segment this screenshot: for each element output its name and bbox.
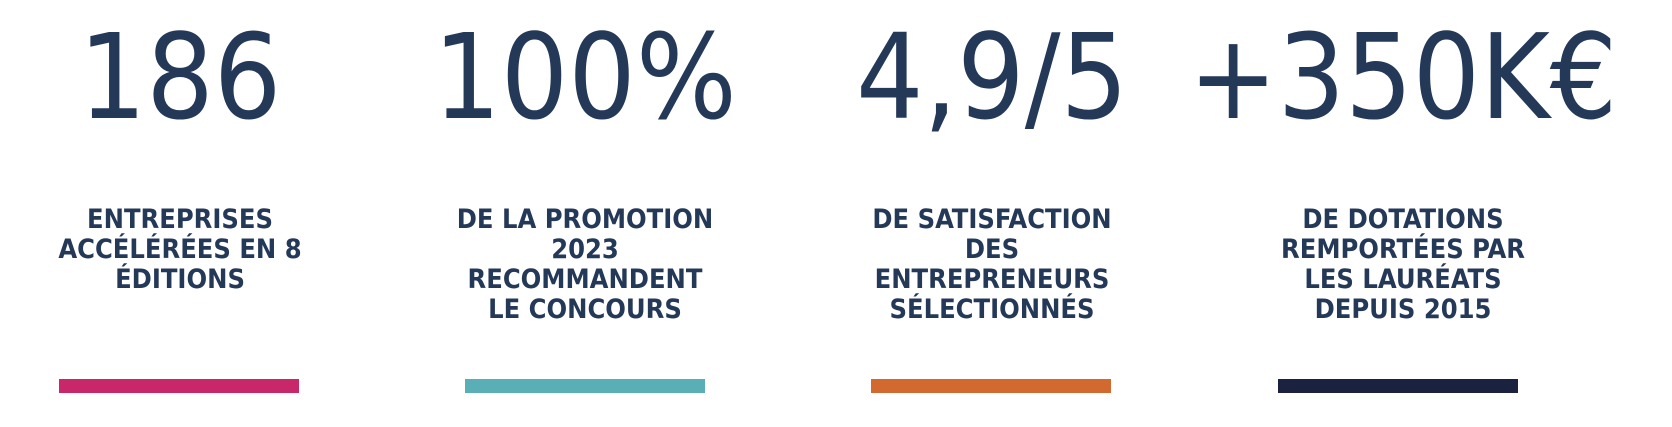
stat-label: DE SATISFACTION bbox=[872, 204, 1111, 235]
stat-label: ENTREPRISES bbox=[87, 204, 273, 235]
stat-value: +350K€ bbox=[1189, 8, 1618, 146]
stat-label: DE LA PROMOTION bbox=[457, 204, 714, 235]
stat-label: DE DOTATIONS bbox=[1302, 204, 1503, 235]
stat-label: ACCÉLÉRÉES EN 8 bbox=[58, 233, 301, 265]
stat-label: ÉDITIONS bbox=[115, 263, 245, 295]
stat-label: SÉLECTIONNÉS bbox=[890, 293, 1095, 325]
stat-value: 100% bbox=[433, 8, 736, 146]
stat-label: ENTREPRENEURS bbox=[875, 264, 1110, 295]
stat-label: RECOMMANDENT bbox=[468, 264, 703, 295]
stat-value: 186 bbox=[79, 8, 282, 146]
stat-label: DEPUIS 2015 bbox=[1315, 294, 1492, 325]
stat-label: LES LAURÉATS bbox=[1304, 263, 1501, 295]
accent-bar bbox=[871, 379, 1111, 393]
stat-label: 2023 bbox=[551, 234, 619, 265]
stat-label: LE CONCOURS bbox=[488, 294, 682, 325]
stat-label: DES bbox=[965, 234, 1019, 265]
stat-value: 4,9/5 bbox=[856, 8, 1128, 146]
accent-bar bbox=[59, 379, 299, 393]
stat-label: REMPORTÉES PAR bbox=[1281, 233, 1525, 265]
accent-bar bbox=[465, 379, 705, 393]
accent-bar bbox=[1278, 379, 1518, 393]
